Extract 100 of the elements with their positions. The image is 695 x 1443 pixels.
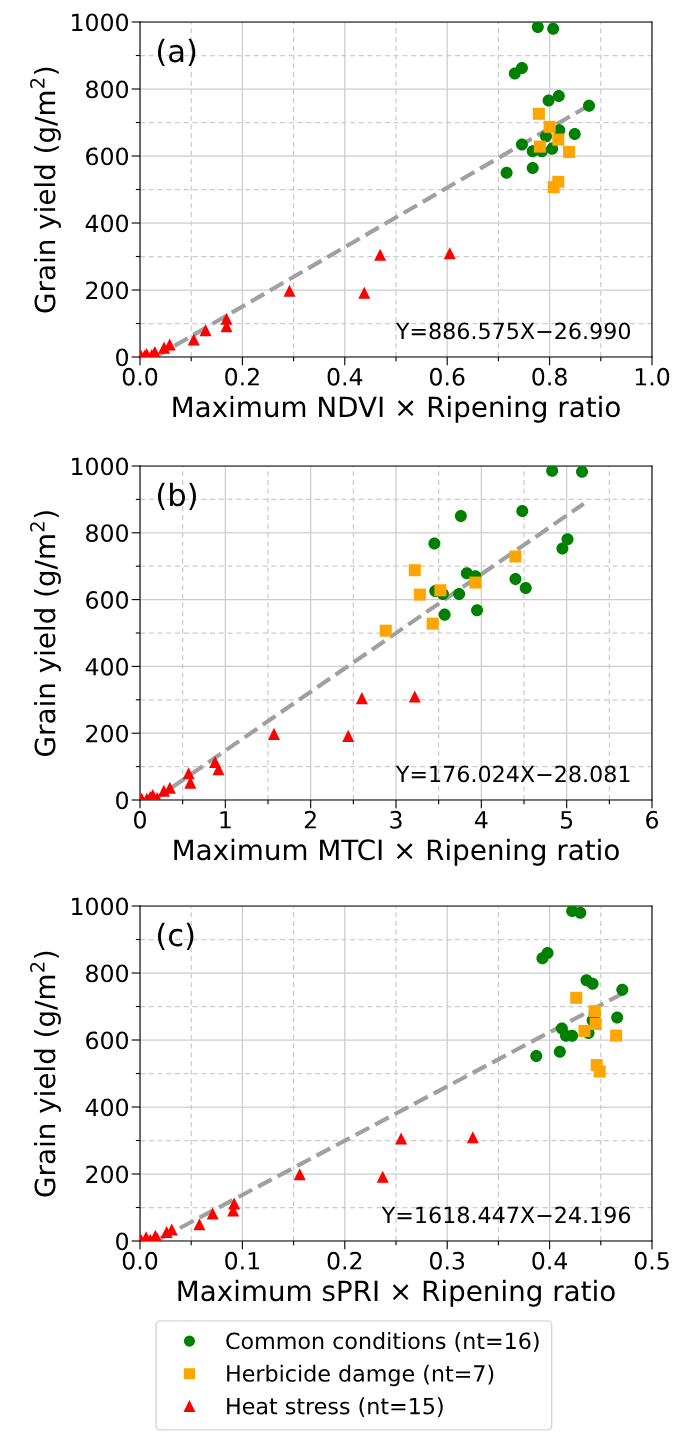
point <box>563 145 576 158</box>
y-tick-label: 1000 <box>72 13 129 32</box>
point <box>519 581 532 594</box>
legend-label: Common conditions (nt=16) <box>226 1332 539 1352</box>
point <box>576 466 589 478</box>
y-tick-label: 800 <box>86 524 129 543</box>
chart-title: (b) <box>157 482 196 510</box>
point <box>552 90 565 103</box>
point <box>428 537 441 550</box>
x-tick-label: 3 <box>390 810 402 829</box>
y-tick-label: 0 <box>116 791 129 810</box>
point <box>471 604 484 617</box>
point <box>578 1024 591 1037</box>
point <box>616 983 629 996</box>
point <box>438 608 451 621</box>
point <box>515 61 528 74</box>
y-axis-title: Grain yield (g/m$^{2}$) <box>30 511 61 756</box>
x-tick-label: 0.2 <box>327 1251 362 1270</box>
point <box>532 107 545 120</box>
x-tick-label: 0.4 <box>532 1251 568 1270</box>
point <box>426 617 439 630</box>
y-tick-label: 400 <box>85 1098 129 1117</box>
y-tick-label: 800 <box>86 964 129 983</box>
point <box>593 1065 606 1078</box>
y-tick-label: 400 <box>85 214 129 233</box>
point <box>187 333 200 346</box>
point <box>160 1225 173 1238</box>
x-axis-title: Maximum MTCI × Ripening ratio <box>174 838 619 866</box>
point <box>408 564 421 577</box>
point <box>530 1050 543 1063</box>
x-tick-label: 0.6 <box>429 367 465 386</box>
point <box>413 588 426 601</box>
point <box>212 763 225 776</box>
x-axis-title: Maximum sPRI × Ripening ratio <box>178 1279 615 1307</box>
point <box>531 22 544 34</box>
annotation: Y=1618.447X−24.196 <box>381 1206 631 1224</box>
x-tick-label: 0.3 <box>429 1251 465 1270</box>
point <box>469 576 482 589</box>
point <box>408 690 421 703</box>
x-tick-label: 1.0 <box>635 367 670 386</box>
y-tick-label: 1000 <box>72 457 129 476</box>
legend-label: Herbicide damge (nt=7) <box>227 1364 494 1387</box>
chart-title: (c) <box>157 922 194 950</box>
y-tick-label: 400 <box>85 657 129 676</box>
y-tick-label: 800 <box>86 80 129 99</box>
point <box>358 286 371 299</box>
point <box>443 247 456 260</box>
y-tick-label: 0 <box>116 348 129 367</box>
x-tick-label: 0.1 <box>225 1251 259 1270</box>
point <box>543 120 556 133</box>
legend-label: Heat stress (nt=15) <box>227 1397 443 1418</box>
x-tick-label: 0 <box>134 810 146 829</box>
point <box>570 991 583 1004</box>
point <box>556 542 569 555</box>
x-tick-label: 0.5 <box>634 1251 669 1270</box>
point <box>533 140 546 153</box>
point <box>355 692 368 705</box>
point <box>206 1207 219 1220</box>
y-tick-label: 1000 <box>72 897 129 916</box>
y-tick-label: 600 <box>86 147 129 166</box>
x-tick-label: 2 <box>304 810 316 829</box>
point <box>199 324 212 337</box>
y-tick-label: 200 <box>86 281 129 300</box>
chart-title: (a) <box>157 38 196 66</box>
point <box>542 94 555 107</box>
point <box>541 946 554 959</box>
point <box>466 1131 479 1144</box>
x-tick-label: 0.2 <box>225 367 259 386</box>
point <box>267 727 280 740</box>
x-tick-label: 0.4 <box>327 367 363 386</box>
point <box>379 624 392 637</box>
y-tick-label: 600 <box>86 1031 129 1050</box>
text: 0.0 <box>122 367 158 386</box>
point <box>158 341 171 354</box>
x-tick-label: 5 <box>560 811 573 829</box>
y-tick-label: 200 <box>86 724 129 743</box>
x-axis-title: Maximum NDVI × Ripening ratio <box>173 395 620 423</box>
point <box>376 1170 389 1183</box>
point <box>515 138 528 151</box>
point <box>509 572 522 585</box>
x-tick-label: 6 <box>646 810 659 829</box>
y-tick-label: 0 <box>116 1232 129 1251</box>
point <box>193 1218 206 1231</box>
point <box>568 127 581 140</box>
point <box>574 906 587 919</box>
point <box>611 1011 624 1024</box>
x-tick-label: 1 <box>220 811 231 829</box>
point <box>547 181 560 194</box>
point <box>586 977 599 990</box>
x-tick-label: 4 <box>474 811 488 829</box>
point <box>500 166 513 179</box>
point <box>610 1029 623 1042</box>
point <box>283 284 296 297</box>
point <box>342 729 355 742</box>
point <box>395 1132 408 1145</box>
point <box>553 1045 566 1058</box>
point <box>454 510 467 523</box>
y-axis-title: Grain yield (g/m$^{2}$) <box>30 67 61 313</box>
point <box>547 22 560 35</box>
x-tick-label: 0.8 <box>532 367 567 386</box>
